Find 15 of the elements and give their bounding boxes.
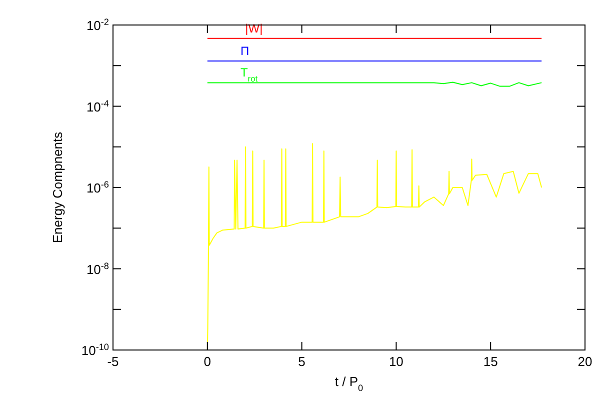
y-axis-title: Energy Compnents	[50, 131, 65, 244]
y-tick-label: 10$^{-8}$	[86, 260, 109, 277]
x-tick-label: 5	[298, 354, 306, 369]
y-tick-label: 10$^{-2}$	[86, 17, 109, 33]
series-label: T$_{rot}$	[240, 66, 258, 84]
x-tick-label: -5	[107, 354, 119, 369]
x-tick-label: 15	[483, 354, 498, 369]
x-tick-label: 20	[578, 354, 592, 369]
y-tick-label: 10$^{-10}$	[81, 342, 109, 358]
y-tick-label: 10$^{-4}$	[86, 98, 109, 114]
x-axis-title: t / P$_{0}$	[334, 374, 364, 393]
x-tick-label: 10	[388, 354, 404, 369]
series-label: Π	[240, 44, 250, 58]
y-tick-label: 10$^{-6}$	[86, 180, 109, 196]
x-tick-label: 0	[204, 354, 212, 369]
